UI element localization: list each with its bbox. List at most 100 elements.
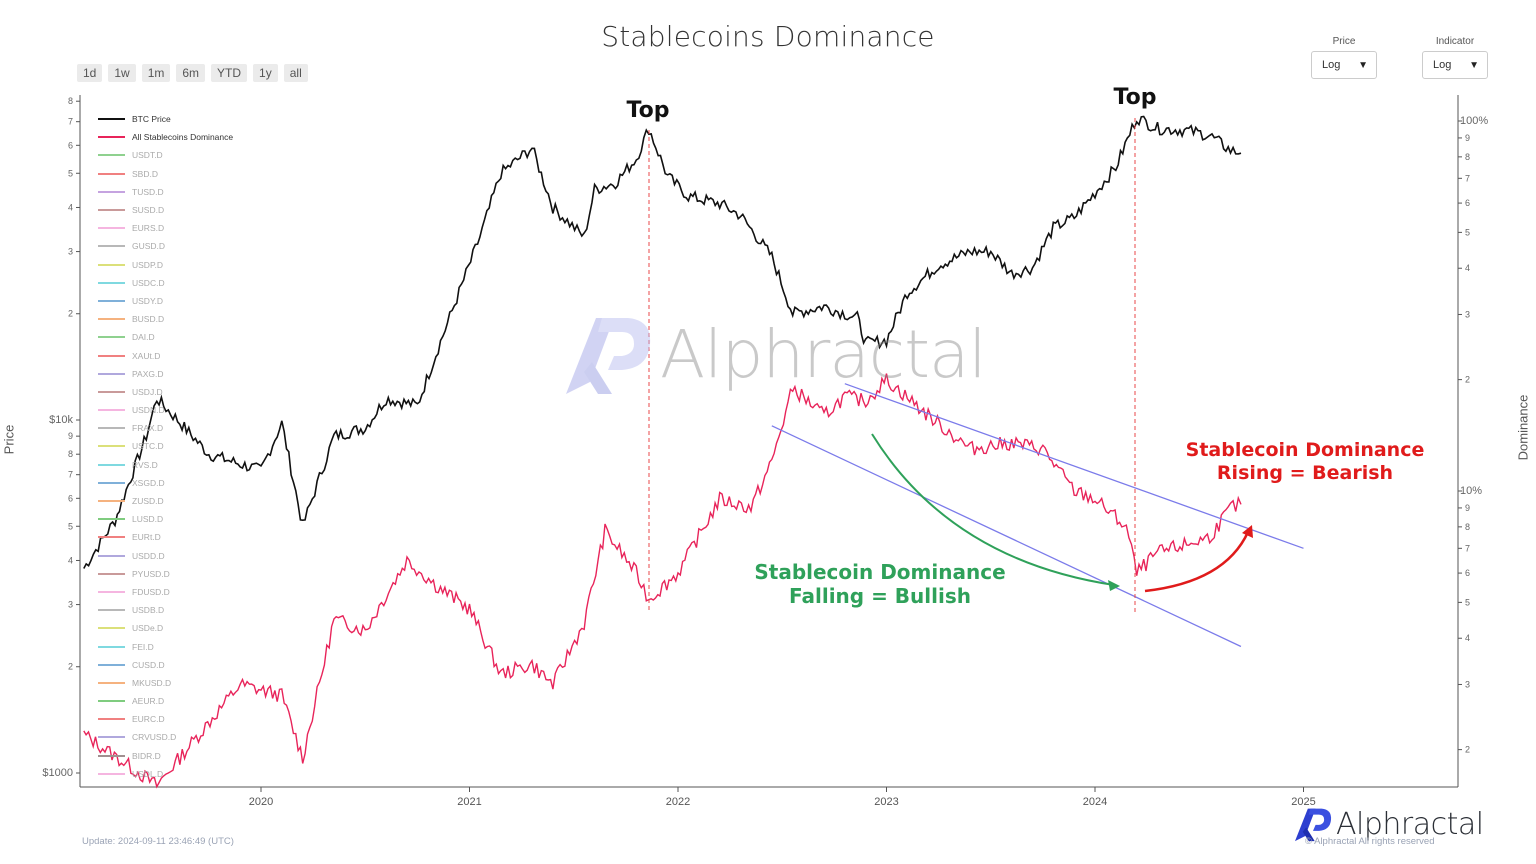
legend-item[interactable]: FDUSD.D xyxy=(98,583,233,601)
legend-item[interactable]: DAI.D xyxy=(98,328,233,346)
legend-swatch-icon xyxy=(98,736,125,739)
svg-text:7: 7 xyxy=(68,470,73,480)
legend-label: EURt.D xyxy=(132,532,161,543)
svg-text:5: 5 xyxy=(1465,227,1470,237)
legend-label: BIDR.D xyxy=(132,750,161,761)
svg-text:100%: 100% xyxy=(1460,115,1488,127)
price-scale-label: Price xyxy=(1332,36,1356,47)
legend-swatch-icon xyxy=(98,681,125,684)
legend-item[interactable]: USDT.D xyxy=(98,146,233,164)
legend-item[interactable]: PAXG.D xyxy=(98,365,233,383)
legend-item[interactable]: GUSD.D xyxy=(98,237,233,255)
legend-item[interactable]: SBD.D xyxy=(98,165,233,183)
legend-label: BTC Price xyxy=(132,114,171,125)
legend-item[interactable]: All Stablecoins Dominance xyxy=(98,128,233,146)
legend-label: USDD.D xyxy=(132,550,165,561)
legend-item[interactable]: TUSD.D xyxy=(98,183,233,201)
legend-item[interactable]: EURt.D xyxy=(98,528,233,546)
legend-item[interactable]: CRVUSD.D xyxy=(98,728,233,746)
legend-item[interactable]: SUSD.D xyxy=(98,201,233,219)
svg-text:3: 3 xyxy=(1465,309,1470,319)
range-button-1d[interactable]: 1d xyxy=(77,64,103,82)
legend-item[interactable]: USDN.D xyxy=(98,401,233,419)
price-scale-dropdown[interactable]: Log ▼ xyxy=(1311,51,1377,79)
legend-swatch-icon xyxy=(98,154,125,157)
range-button-1w[interactable]: 1w xyxy=(108,64,136,82)
legend-swatch-icon xyxy=(98,463,125,466)
legend-item[interactable]: XAUt.D xyxy=(98,346,233,364)
annotation-bearish: Stablecoin Dominance Rising = Bearish xyxy=(1180,439,1430,485)
svg-text:$1000: $1000 xyxy=(42,767,73,779)
range-button-1y[interactable]: 1y xyxy=(253,64,278,82)
svg-text:8: 8 xyxy=(1465,152,1470,162)
legend-swatch-icon xyxy=(98,445,125,448)
svg-text:4: 4 xyxy=(1465,633,1470,643)
legend-item[interactable]: USDP.D xyxy=(98,256,233,274)
legend-item[interactable]: PYUSD.D xyxy=(98,565,233,583)
indicator-scale-dropdown[interactable]: Log ▼ xyxy=(1422,51,1488,79)
svg-text:2023: 2023 xyxy=(874,796,898,808)
legend-swatch-icon xyxy=(98,227,125,230)
legend-item[interactable]: MKUSD.D xyxy=(98,674,233,692)
range-button-all[interactable]: all xyxy=(283,64,308,82)
caret-down-icon: ▼ xyxy=(1469,59,1479,71)
legend-label: RVS.D xyxy=(132,459,158,470)
legend-item[interactable]: USDJ.D xyxy=(98,383,233,401)
legend-item[interactable]: ZUSD.D xyxy=(98,492,233,510)
brand-name: Alphractal xyxy=(1336,806,1484,842)
y-axis-label-price: Price xyxy=(1,424,17,455)
legend-swatch-icon xyxy=(98,663,125,666)
legend-swatch-icon xyxy=(98,354,125,357)
legend-swatch-icon xyxy=(98,118,125,121)
svg-text:2: 2 xyxy=(68,309,73,319)
legend-item[interactable]: AEUR.D xyxy=(98,692,233,710)
svg-text:2: 2 xyxy=(1465,375,1470,385)
legend-item[interactable]: RVS.D xyxy=(98,456,233,474)
annotation-overlays xyxy=(648,118,1304,648)
legend-item[interactable]: BIDR.D xyxy=(98,747,233,765)
legend-swatch-icon xyxy=(98,700,125,703)
legend-item[interactable]: USDC.D xyxy=(98,274,233,292)
legend-item[interactable]: BTC Price xyxy=(98,110,233,128)
svg-text:2021: 2021 xyxy=(457,796,481,808)
legend-item[interactable]: USDB.D xyxy=(98,601,233,619)
legend-item[interactable]: LUSD.D xyxy=(98,510,233,528)
legend-label: USDP.D xyxy=(132,259,164,270)
legend-item[interactable]: XSGD.D xyxy=(98,474,233,492)
range-button-1m[interactable]: 1m xyxy=(141,64,171,82)
legend-label: All Stablecoins Dominance xyxy=(132,132,234,143)
legend-item[interactable]: USDL.D xyxy=(98,765,233,783)
legend-item[interactable]: FRAX.D xyxy=(98,419,233,437)
annotation-bullish-line1: Stablecoin Dominance xyxy=(754,560,1006,584)
stablecoin-dominance-line xyxy=(83,373,1242,789)
svg-text:5: 5 xyxy=(1465,597,1470,607)
legend-label: EURC.D xyxy=(132,714,165,725)
legend-item[interactable]: FEI.D xyxy=(98,637,233,655)
legend-label: XSGD.D xyxy=(132,477,165,488)
legend-swatch-icon xyxy=(98,627,125,630)
svg-text:4: 4 xyxy=(68,202,73,212)
legend-item[interactable]: EURS.D xyxy=(98,219,233,237)
legend-label: DAI.D xyxy=(132,332,155,343)
annotation-bullish: Stablecoin Dominance Falling = Bullish xyxy=(740,560,1020,608)
legend-item[interactable]: USDD.D xyxy=(98,547,233,565)
legend-label: BUSD.D xyxy=(132,314,165,325)
legend-swatch-icon xyxy=(98,209,125,212)
legend-item[interactable]: CUSD.D xyxy=(98,656,233,674)
svg-text:2025: 2025 xyxy=(1291,796,1315,808)
legend-item[interactable]: USDe.D xyxy=(98,619,233,637)
legend-swatch-icon xyxy=(98,190,125,193)
legend-label: USDB.D xyxy=(132,605,165,616)
legend-label: USDN.D xyxy=(132,405,165,416)
legend-item[interactable]: USDY.D xyxy=(98,292,233,310)
range-button-6m[interactable]: 6m xyxy=(176,64,206,82)
legend-swatch-icon xyxy=(98,536,125,539)
range-button-ytd[interactable]: YTD xyxy=(211,64,248,82)
y-axis-label-dominance: Dominance xyxy=(1515,394,1531,461)
legend-item[interactable]: EURC.D xyxy=(98,710,233,728)
legend-item[interactable]: USTC.D xyxy=(98,437,233,455)
legend-item[interactable]: BUSD.D xyxy=(98,310,233,328)
svg-text:7: 7 xyxy=(68,117,73,127)
legend-label: TUSD.D xyxy=(132,186,164,197)
